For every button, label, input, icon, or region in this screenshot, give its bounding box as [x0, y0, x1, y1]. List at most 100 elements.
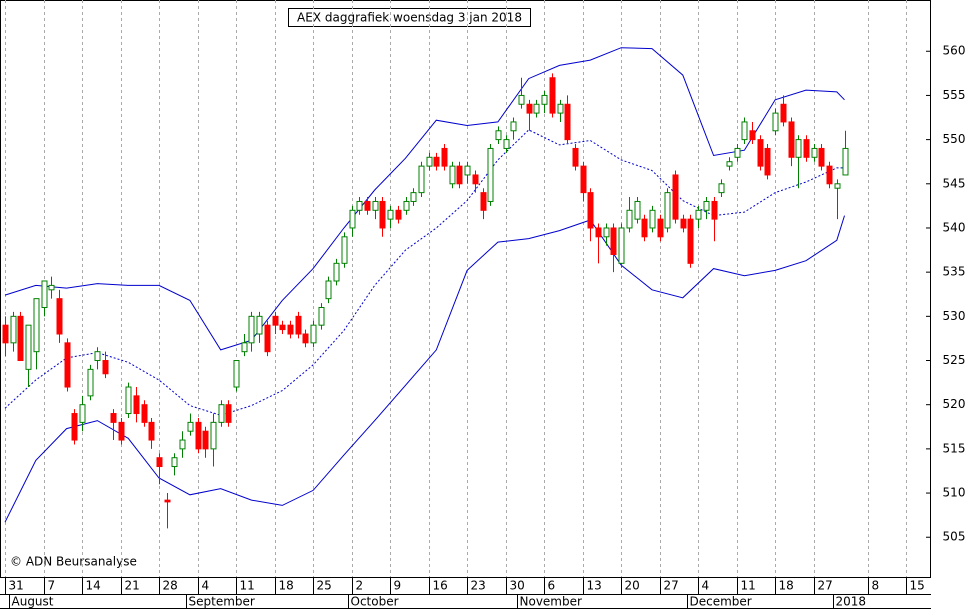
candle-body	[834, 183, 841, 189]
candle-body	[487, 147, 494, 202]
candle-body	[441, 147, 448, 167]
month-label: December	[690, 595, 752, 609]
candle-body	[541, 94, 548, 105]
candle-body	[449, 165, 456, 185]
candle-body	[464, 165, 471, 176]
x-tick-label: 28	[163, 579, 178, 593]
candle-body	[433, 156, 440, 167]
candle-body	[264, 324, 271, 353]
title-box	[288, 8, 531, 27]
candle-body	[741, 121, 748, 141]
candle-body	[803, 139, 810, 158]
month-label: 2018	[836, 595, 867, 609]
candle-body	[403, 200, 410, 211]
candle-body	[141, 404, 148, 423]
candle-body	[272, 315, 279, 326]
y-tick-label: 555	[943, 88, 966, 102]
x-tick-label: 16	[433, 579, 448, 593]
candle-body	[71, 413, 78, 441]
candle-body	[41, 280, 48, 308]
y-tick-label: 515	[943, 441, 966, 455]
candle-body	[518, 94, 525, 105]
y-tick-label: 540	[943, 220, 966, 234]
candle-body	[56, 298, 63, 335]
y-tick-label: 505	[943, 530, 966, 544]
candle-body	[410, 192, 417, 202]
month-label: August	[12, 595, 54, 609]
candle-body	[572, 147, 579, 167]
x-tick-label: 27	[818, 579, 833, 593]
candle-body	[25, 324, 32, 370]
candle-body	[325, 280, 332, 300]
candle-body	[564, 103, 571, 141]
x-tick-label: 13	[587, 579, 602, 593]
candle-body	[672, 174, 679, 220]
x-tick-label: 23	[471, 579, 486, 593]
x-tick-label: 9	[394, 579, 402, 593]
candle-body	[456, 165, 463, 185]
x-tick-label: 31	[9, 579, 24, 593]
x-tick-label: 6	[548, 579, 556, 593]
candle-body	[387, 209, 394, 220]
candle-body	[842, 147, 849, 176]
candle-body	[649, 209, 656, 229]
month-label: September	[189, 595, 255, 609]
candle-body	[680, 218, 687, 229]
candle-body	[703, 200, 710, 211]
candle-body	[772, 112, 779, 132]
x-tick-label: 15	[910, 579, 925, 593]
candle-body	[426, 156, 433, 167]
candle-body	[610, 227, 617, 255]
month-label: November	[520, 595, 582, 609]
candle-body	[634, 200, 641, 220]
candle-body	[795, 139, 802, 158]
x-tick-label: 20	[625, 579, 640, 593]
candle-body	[256, 315, 263, 335]
candle-body	[164, 499, 171, 503]
candle-body	[302, 333, 309, 344]
y-tick-label: 535	[943, 265, 966, 279]
candle-body	[33, 298, 40, 353]
candle-body	[64, 342, 71, 388]
candle-body	[580, 165, 587, 194]
copyright: © ADN Beursanalyse	[10, 555, 137, 569]
y-tick-label: 525	[943, 353, 966, 367]
candle-body	[179, 439, 186, 450]
candle-body	[118, 421, 125, 441]
x-tick-label: 11	[240, 579, 255, 593]
x-tick-label: 30	[510, 579, 525, 593]
candle-body	[218, 404, 225, 423]
candle-body	[295, 315, 302, 335]
x-tick-label: 18	[779, 579, 794, 593]
candle-body	[10, 315, 17, 344]
candle-body	[764, 147, 771, 176]
y-tick-label: 560	[943, 44, 966, 58]
candle-body	[826, 165, 833, 185]
month-label: October	[351, 595, 399, 609]
candle-body	[341, 236, 348, 264]
band-line	[4, 47, 845, 351]
candle-body	[711, 200, 718, 220]
candle-body	[657, 218, 664, 238]
candle-body	[195, 421, 202, 450]
y-tick-label: 550	[943, 132, 966, 146]
candle-body	[102, 360, 109, 375]
candle-body	[156, 457, 163, 468]
candle-body	[418, 165, 425, 194]
candle-body	[241, 342, 248, 353]
y-tick-label: 520	[943, 397, 966, 411]
candle-body	[133, 395, 140, 415]
x-tick-label: 21	[125, 579, 140, 593]
candle-body	[287, 324, 294, 335]
x-tick-label: 25	[317, 579, 332, 593]
candle-body	[279, 324, 286, 331]
candle-body	[225, 404, 232, 423]
candle-body	[749, 130, 756, 141]
x-tick-label: 14	[86, 579, 101, 593]
candle-body	[503, 139, 510, 149]
candle-body	[202, 430, 209, 450]
candle-body	[587, 192, 594, 229]
candle-body	[495, 130, 502, 141]
candle-body	[171, 457, 178, 468]
candle-body	[48, 284, 55, 291]
